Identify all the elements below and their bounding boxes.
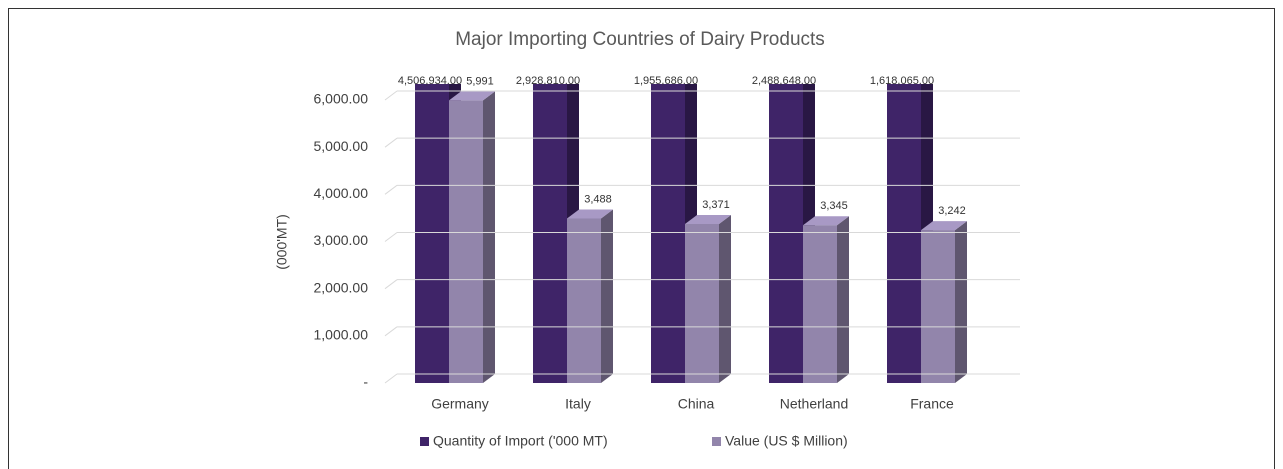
- bar: [685, 224, 719, 383]
- bar: [803, 225, 837, 383]
- bar-side: [837, 216, 849, 383]
- bar: [887, 84, 921, 383]
- x-tick-label: Germany: [431, 396, 489, 412]
- bar-top: [449, 91, 495, 101]
- legend-label: Value (US $ Million): [725, 433, 848, 449]
- chart-title: Major Importing Countries of Dairy Produ…: [455, 29, 825, 50]
- bar-side: [955, 221, 967, 383]
- legend-label: Quantity of Import ('000 MT): [433, 433, 608, 449]
- data-label: 2,928,810.00: [516, 75, 580, 87]
- grid-line-side: [384, 137, 398, 148]
- bar: [567, 218, 601, 383]
- grid-line-side: [384, 90, 398, 101]
- y-axis-label: (000'MT): [274, 214, 290, 270]
- bar: [921, 230, 955, 383]
- x-tick-label: Netherland: [780, 396, 849, 412]
- bar: [769, 84, 803, 383]
- data-label: 1,955,686.00: [634, 75, 698, 87]
- y-tick-label: 2,000.00: [314, 279, 369, 295]
- y-tick-label: 4,000.00: [314, 185, 369, 201]
- data-label: 4,506,934.00: [398, 75, 462, 87]
- bar: [415, 84, 449, 383]
- bar-top: [803, 216, 849, 226]
- y-tick-label: 1,000.00: [314, 327, 369, 343]
- data-label: 3,345: [820, 200, 848, 212]
- chart-border: [8, 8, 1275, 469]
- y-tick-label: 5,000.00: [314, 138, 369, 154]
- data-label: 3,242: [938, 205, 966, 217]
- grid-line-side: [384, 184, 398, 195]
- bar-side: [483, 91, 495, 383]
- x-tick-label: China: [678, 396, 715, 412]
- bar-top: [921, 221, 967, 231]
- y-tick-label: 3,000.00: [314, 232, 369, 248]
- grid-line-side: [384, 373, 398, 384]
- bar: [533, 84, 567, 383]
- x-tick-label: Italy: [565, 396, 591, 412]
- legend-swatch: [420, 437, 429, 446]
- grid-line-side: [384, 326, 398, 337]
- data-label: 2,488,648.00: [752, 75, 816, 87]
- bar: [449, 100, 483, 383]
- bar-side: [601, 209, 613, 383]
- bar: [651, 84, 685, 383]
- grid-line-side: [384, 279, 398, 290]
- bar-top: [685, 215, 731, 225]
- bar-side: [719, 215, 731, 383]
- data-label: 3,488: [584, 193, 612, 205]
- bar-top: [567, 209, 613, 219]
- x-tick-label: France: [910, 396, 954, 412]
- grid-line-side: [384, 232, 398, 242]
- y-tick-label: -: [363, 374, 368, 390]
- data-label: 1,618,065.00: [870, 75, 934, 87]
- data-label: 3,371: [702, 199, 730, 211]
- y-tick-label: 6,000.00: [314, 91, 369, 107]
- data-label: 5,991: [466, 75, 494, 87]
- legend-swatch: [712, 437, 721, 446]
